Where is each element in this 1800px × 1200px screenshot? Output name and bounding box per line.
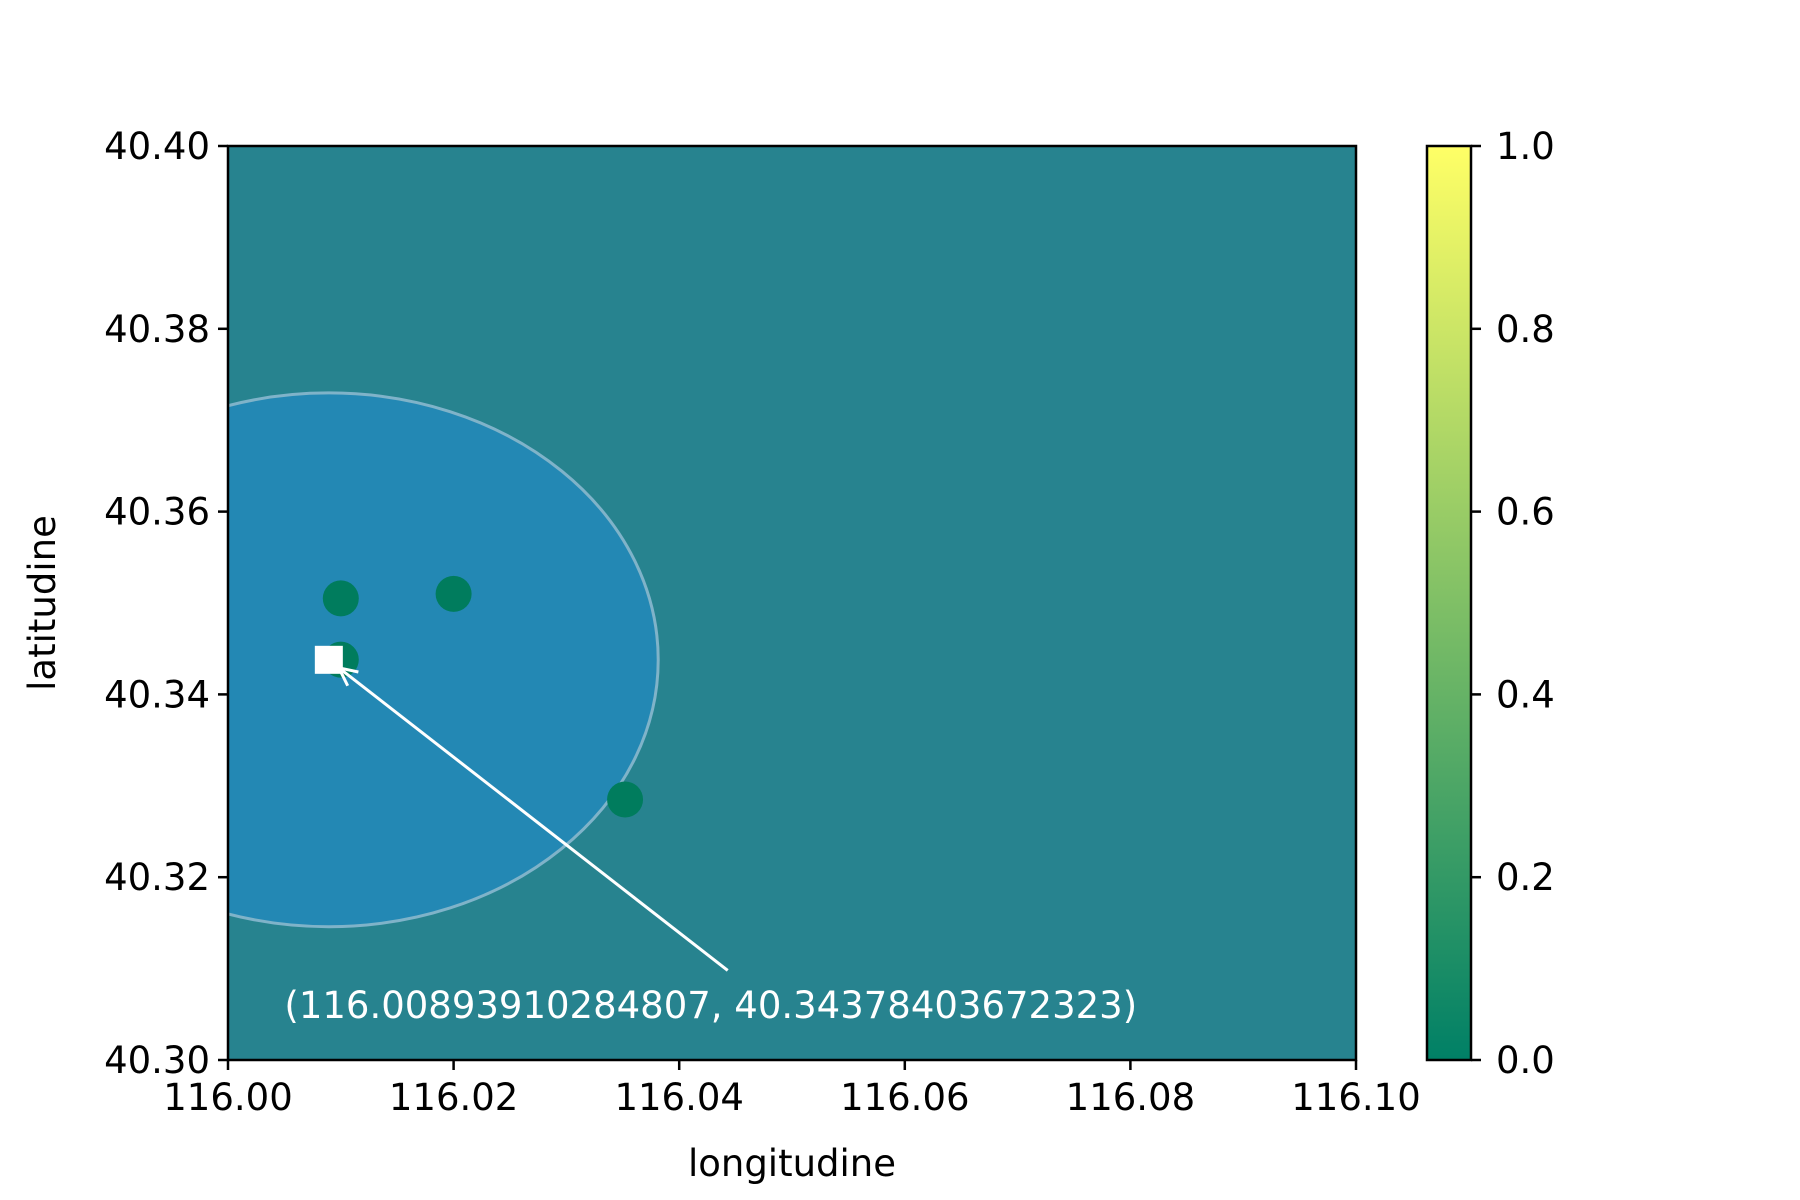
- y-tick-label: 40.34: [104, 673, 210, 716]
- y-tick-label: 40.38: [104, 308, 210, 351]
- y-tick-label: 40.32: [104, 856, 210, 899]
- plot-frame: [226, 144, 1358, 1062]
- x-tick-label: 116.02: [389, 1076, 518, 1119]
- y-axis-label: latitudine: [21, 515, 64, 691]
- y-tick-label: 40.36: [104, 491, 210, 534]
- colorbar-tick-label: 0.2: [1496, 856, 1555, 899]
- colorbar-tick-label: 1.0: [1496, 125, 1555, 168]
- location-marker: [314, 645, 343, 674]
- colorbar-tick-label: 0.6: [1496, 491, 1555, 534]
- x-tick-label: 116.10: [1291, 1076, 1420, 1119]
- y-axis-ticks: 40.30 40.32 40.34 40.36 40.38 40.40: [104, 125, 228, 1082]
- colorbar-tick-label: 0.8: [1496, 308, 1555, 351]
- scatter-point-1: [322, 580, 359, 617]
- colorbar: [1425, 144, 1473, 1062]
- y-tick-label: 40.30: [104, 1039, 210, 1082]
- range-circle: [228, 391, 660, 929]
- annotation-arrow: [337, 666, 729, 972]
- x-tick-label: 116.00: [163, 1076, 292, 1119]
- y-tick-label: 40.40: [104, 125, 210, 168]
- colorbar-ticks: 0.0 0.2 0.4 0.6 0.8 1.0: [1471, 125, 1555, 1082]
- x-tick-label: 116.06: [840, 1076, 969, 1119]
- colorbar-tick-label: 0.0: [1496, 1039, 1555, 1082]
- x-axis-label: longitudine: [688, 1142, 896, 1185]
- annotation-text: (116.00893910284807, 40.34378403672323): [284, 984, 1137, 1027]
- x-tick-label: 116.08: [1066, 1076, 1195, 1119]
- x-axis-ticks: 116.00 116.02 116.04 116.06 116.08 116.10: [163, 1060, 1421, 1119]
- scatter-point-4: [607, 781, 644, 818]
- scatter-point-2: [435, 575, 472, 612]
- x-tick-label: 116.04: [614, 1076, 743, 1119]
- colorbar-tick-label: 0.4: [1496, 673, 1555, 716]
